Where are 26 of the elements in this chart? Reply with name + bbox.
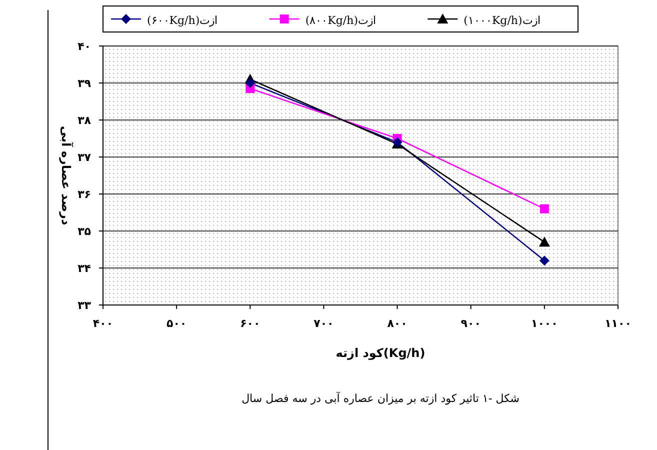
y-tick-label: ۳۸ xyxy=(78,114,92,127)
y-tick-label: ۳۵ xyxy=(78,225,92,238)
y-tick-label: ۳۷ xyxy=(78,151,92,164)
x-tick-label: ۹۰۰ xyxy=(460,317,481,330)
point xyxy=(245,78,256,88)
y-tick-label: ۴۰ xyxy=(78,40,91,53)
x-tick-label: ۶۰۰ xyxy=(240,317,260,330)
x-tick-label: ۱۱۰۰ xyxy=(604,317,632,330)
legend-label: ازت(۱۰۰۰Kg/h) xyxy=(464,14,540,27)
x-tick-label: ۱۰۰۰ xyxy=(531,317,558,330)
y-tick-label: ۳۹ xyxy=(78,77,92,90)
legend-label: ازت(۸۰۰Kg/h) xyxy=(305,14,376,27)
x-tick-label: ۸۰۰ xyxy=(387,317,408,330)
x-tick-label: ۷۰۰ xyxy=(314,317,334,330)
legend-label: ازت(۶۰۰Kg/h) xyxy=(147,14,218,27)
point xyxy=(538,236,550,247)
y-tick-label: ۳۳ xyxy=(78,299,92,312)
x-axis-title: کود ازته(Kg/h) xyxy=(336,346,426,360)
point xyxy=(540,204,549,214)
y-tick-label: ۳۶ xyxy=(78,188,91,201)
x-tick-label: ۴۰۰ xyxy=(92,317,114,330)
y-axis-title: درصد عصاره آبی xyxy=(59,126,74,226)
x-tick-label: ۵۰۰ xyxy=(166,317,187,330)
point xyxy=(539,256,550,266)
y-tick-label: ۳۴ xyxy=(78,262,92,275)
text: شکل -۱ تاثیر کود ازته بر میزان عصاره آبی در سه فصل سال xyxy=(242,391,520,405)
